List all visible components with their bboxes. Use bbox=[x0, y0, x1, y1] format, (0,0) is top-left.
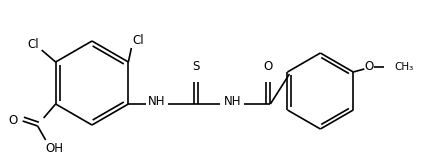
Text: NH: NH bbox=[148, 94, 165, 107]
Text: S: S bbox=[193, 60, 200, 73]
Text: NH: NH bbox=[224, 94, 241, 107]
Text: Cl: Cl bbox=[132, 33, 144, 46]
Text: O: O bbox=[8, 115, 17, 128]
Text: O: O bbox=[365, 61, 374, 73]
Text: Cl: Cl bbox=[28, 37, 39, 51]
Text: CH₃: CH₃ bbox=[394, 62, 414, 72]
Text: OH: OH bbox=[46, 143, 64, 155]
Text: O: O bbox=[264, 60, 273, 73]
